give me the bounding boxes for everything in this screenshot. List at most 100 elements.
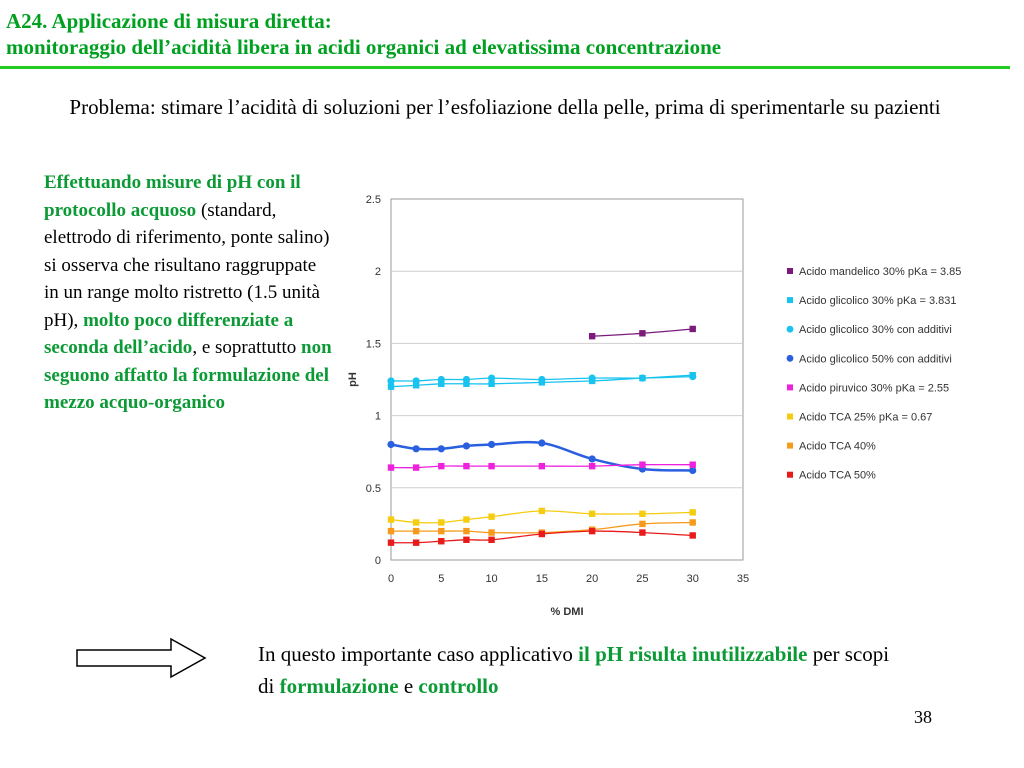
data-point [487,374,496,382]
data-point [463,462,470,470]
data-point [639,520,646,528]
x-axis-label: % DMI [551,606,584,618]
legend-entry: Acido TCA 50% [799,470,876,482]
data-point [588,455,596,463]
data-point [412,382,420,389]
legend-entry: Acido glicolico 50% con additivi [799,353,952,365]
title-underline [0,66,1010,69]
legend-entry: Acido mandelico 30% pKa = 3.85 [799,266,961,278]
data-point [437,375,445,384]
data-point [438,538,445,545]
legend-entry: Acido TCA 40% [799,441,876,453]
legend-entry: Acido TCA 25% pKa = 0.67 [799,412,932,424]
data-point [463,516,470,523]
data-point [488,462,495,470]
x-tick-label: 20 [586,573,598,585]
data-point [689,519,696,526]
data-point [438,519,445,526]
legend-entry: Acido piruvico 30% pKa = 2.55 [799,382,949,394]
data-point [488,513,495,520]
legend-swatch [787,384,793,391]
data-point [387,383,395,390]
y-axis-label: pH [347,372,359,387]
text-green-3: non seguono affatto la formulazione del … [44,337,332,413]
data-point [412,539,420,546]
data-point [538,507,546,515]
legend-swatch [787,268,793,274]
data-point [387,527,395,535]
page-number: 38 [914,707,932,727]
legend-entry: Acido glicolico 30% pKa = 3.831 [799,295,956,307]
data-point [438,380,445,388]
data-point [412,445,420,453]
data-point [412,377,420,385]
data-point [689,532,696,539]
data-point [488,536,495,543]
data-point [689,373,697,381]
conclusion-plain-1: In questo importante caso applicativo [258,642,579,666]
problem-statement: Problema: stimare l’acidità di soluzioni… [69,95,941,119]
y-tick-label: 1.5 [366,338,381,350]
data-point [689,509,696,516]
data-point [438,527,445,535]
data-point [538,462,546,470]
data-point [588,527,596,535]
data-point [689,466,697,475]
data-point [462,375,471,384]
legend-swatch [787,297,793,304]
conclusion-green-2: formulazione [279,674,399,698]
data-point [463,536,470,543]
legend-entry: Acido glicolico 30% con additivi [799,324,952,336]
conclusion-plain-2: per scopi di [258,642,890,698]
left-description: Effettuando misure di pH con il protocol… [44,169,334,417]
title-line-1: A24. Applicazione di misura diretta: [6,9,332,33]
data-point [387,440,395,449]
data-point [638,374,647,382]
legend-swatch [786,354,794,362]
data-point [689,325,696,333]
data-point [538,375,546,384]
x-tick-label: 0 [388,573,394,585]
data-point [639,529,646,536]
y-tick-label: 0 [375,555,381,567]
text-plain-1: (standard, elettrodo di riferimento, pon… [44,199,330,331]
x-tick-label: 30 [687,573,699,585]
x-tick-label: 5 [438,573,444,585]
data-point [387,516,395,523]
data-point [387,539,395,546]
legend-swatch [787,471,793,478]
y-tick-label: 2.5 [366,194,381,206]
ph-chart-svg: 0 0.5 1 1.5 2 2.5 0 5 10 15 20 25 30 35 % DMI pH Acido m… [347,194,961,618]
legend-swatch [786,325,794,333]
arrow-icon [75,637,210,684]
y-tick-label: 1 [375,411,381,423]
conclusion-green-3: controllo [418,674,499,698]
x-tick-label: 15 [536,573,548,585]
text-green-1: Effettuando misure di pH con il protocol… [44,172,301,221]
data-point [588,510,596,517]
ph-chart: 0 0.5 1 1.5 2 2.5 0 5 10 15 20 25 30 35 % DMI pH Acido m… [335,185,1015,630]
data-point [538,439,546,447]
title-line-2: monitoraggio dell’acidità libera in acid… [6,35,722,59]
y-tick-label: 0.5 [366,483,381,495]
data-point [412,519,420,526]
data-point [488,529,495,536]
legend-swatch [787,413,793,420]
data-point [639,461,646,468]
conclusion-text: In questo importante caso applicativo il… [258,638,898,702]
data-point [639,330,646,337]
data-point [538,530,546,538]
slide-title: A24. Applicazione di misura diretta: mon… [6,8,1016,60]
text-green-2: molto poco differenziate a seconda dell’… [44,309,294,359]
data-point [387,464,395,471]
data-point [487,440,496,449]
legend-swatch [787,442,793,449]
data-point [412,527,420,535]
conclusion-plain-3: e [398,674,419,698]
x-tick-label: 10 [485,573,497,585]
x-tick-label: 25 [636,573,648,585]
data-point [412,464,420,471]
data-point [387,377,395,385]
x-tick-label: 35 [737,573,749,585]
data-point [463,380,470,388]
